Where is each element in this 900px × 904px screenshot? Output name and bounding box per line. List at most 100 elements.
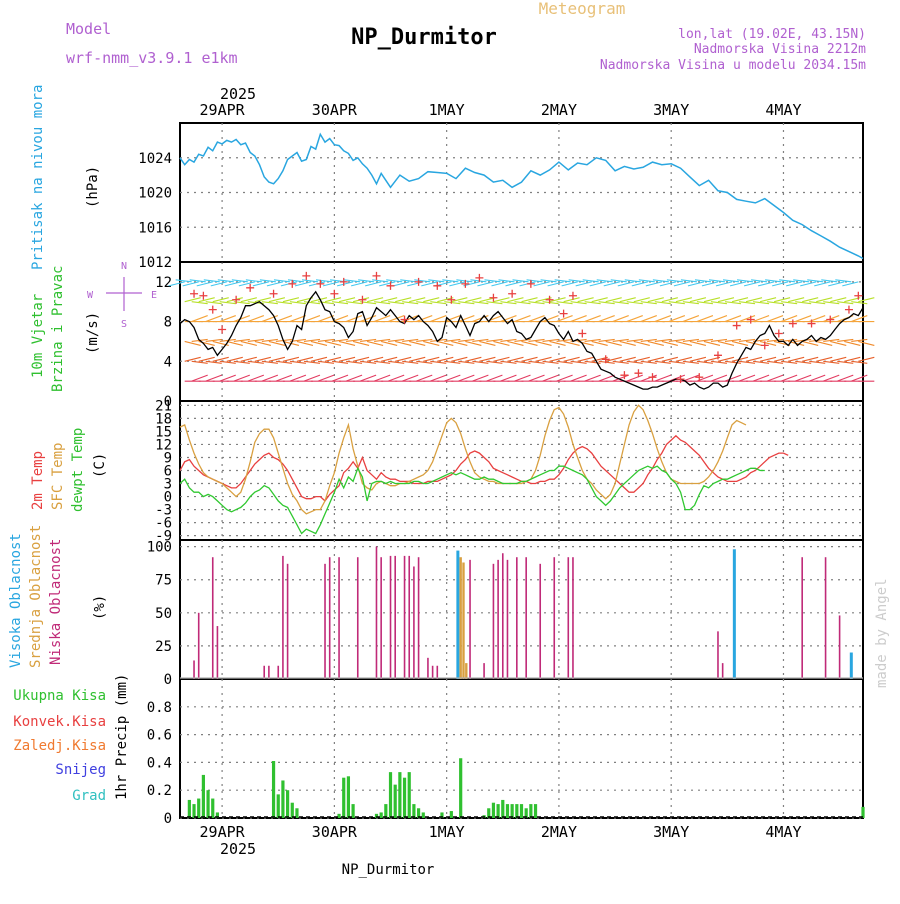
low-cloud-bar xyxy=(539,563,542,679)
wind-barb xyxy=(184,297,201,303)
wind-barb xyxy=(759,356,777,362)
wind-barb xyxy=(486,301,503,305)
wind-barb xyxy=(535,356,552,362)
wind-barb xyxy=(252,281,270,287)
wind-barb xyxy=(731,356,749,362)
wind-barb xyxy=(598,338,615,342)
wind-barb xyxy=(402,338,419,342)
wind-barb xyxy=(696,315,714,323)
wind-barb xyxy=(570,315,587,323)
wind-barb xyxy=(400,279,417,283)
wind-barb xyxy=(345,374,363,382)
wind-barb xyxy=(430,315,447,323)
wind-barb xyxy=(851,338,868,342)
wind-barb xyxy=(773,356,791,362)
wind-barb xyxy=(205,315,222,323)
wind-barb xyxy=(715,281,733,287)
wind-barb xyxy=(301,279,319,283)
compass-arrows xyxy=(106,277,142,311)
wind-barb xyxy=(619,356,636,362)
wind-barb xyxy=(528,301,545,305)
wind-barb xyxy=(661,356,678,362)
wind-barb xyxy=(724,374,742,382)
wind-barb xyxy=(666,279,683,283)
wind-barb xyxy=(465,356,482,362)
low-cloud-bar xyxy=(516,557,518,679)
temperature-tick-label: 15 xyxy=(155,424,172,440)
wind-barb xyxy=(430,360,447,364)
wind-barb xyxy=(254,340,271,346)
wind-barb xyxy=(205,301,222,305)
low-cloud-bar xyxy=(286,563,289,679)
wind-barb xyxy=(542,338,559,342)
gust-point xyxy=(288,279,297,288)
day-label-bottom: 2MAY xyxy=(541,823,577,841)
wind-barb xyxy=(540,279,557,283)
wind-barb xyxy=(584,315,601,323)
wind-barb xyxy=(472,301,489,305)
wind-barb xyxy=(696,301,713,305)
temperature-tick-label: 6 xyxy=(164,464,172,480)
wind-barb xyxy=(303,374,321,382)
wind-tick-label: 4 xyxy=(164,354,172,370)
wind-barb xyxy=(612,301,629,305)
wind-barb xyxy=(830,297,847,303)
legend-snow: Snijeg xyxy=(55,762,106,778)
precip-bar xyxy=(398,772,402,818)
low-cloud-bar xyxy=(838,615,841,679)
wind-barb xyxy=(477,281,494,287)
subtitle: Meteogram xyxy=(539,0,626,18)
wind-barb xyxy=(484,279,501,283)
wind-barb xyxy=(710,315,728,323)
wind-barb xyxy=(645,281,662,287)
wind-barb xyxy=(219,360,236,364)
wind-barb xyxy=(654,360,671,364)
wind-barb xyxy=(491,281,508,287)
footer-title: NP_Durmitor xyxy=(342,862,435,878)
gust-point xyxy=(199,291,208,300)
precip-bar xyxy=(206,790,210,818)
wind-barb xyxy=(423,297,440,303)
wind-barb xyxy=(184,340,201,346)
wind-barb xyxy=(428,279,445,283)
wind-barb xyxy=(759,340,777,346)
low-cloud-bar xyxy=(389,555,392,679)
wind-barb xyxy=(372,279,389,283)
precip-tick-label: 0 xyxy=(164,811,172,827)
wind-barb xyxy=(795,301,812,305)
wind-barb xyxy=(358,279,375,283)
wind-barb xyxy=(268,297,286,303)
wind-barb xyxy=(626,315,643,323)
wind-barb xyxy=(289,374,307,382)
low-cloud-bar xyxy=(567,557,570,679)
gust-point xyxy=(232,295,241,304)
day-label-top: 29APR xyxy=(200,101,246,119)
wind-barb xyxy=(409,340,426,346)
precip-bar xyxy=(449,811,453,818)
gust-point xyxy=(302,271,311,280)
wind-barb xyxy=(416,315,433,323)
gust-point xyxy=(788,319,797,328)
wind-barb xyxy=(444,301,461,305)
gust-point xyxy=(316,279,325,288)
legend-freezing-rain: Zaledj.Kisa xyxy=(13,738,106,754)
wind-barb xyxy=(619,297,636,303)
wind-barb xyxy=(549,340,566,346)
wind-barb xyxy=(542,301,559,305)
high-cloud-bar xyxy=(456,550,460,679)
wind-barb xyxy=(317,301,335,305)
wind-barb xyxy=(612,338,629,342)
wind-barb xyxy=(303,315,321,323)
wind-barb xyxy=(226,340,243,346)
wind-barb xyxy=(366,356,384,362)
wind-barb xyxy=(563,356,580,362)
wind-barb xyxy=(570,360,587,364)
wind-barb xyxy=(858,356,875,362)
gust-point xyxy=(208,305,217,314)
wind-barb xyxy=(710,360,728,364)
wind-barb xyxy=(247,315,265,323)
wind-barb xyxy=(668,315,686,323)
wind-barb xyxy=(423,356,440,362)
wind-barb xyxy=(582,279,599,283)
pressure-tick-label: 1016 xyxy=(138,220,172,236)
